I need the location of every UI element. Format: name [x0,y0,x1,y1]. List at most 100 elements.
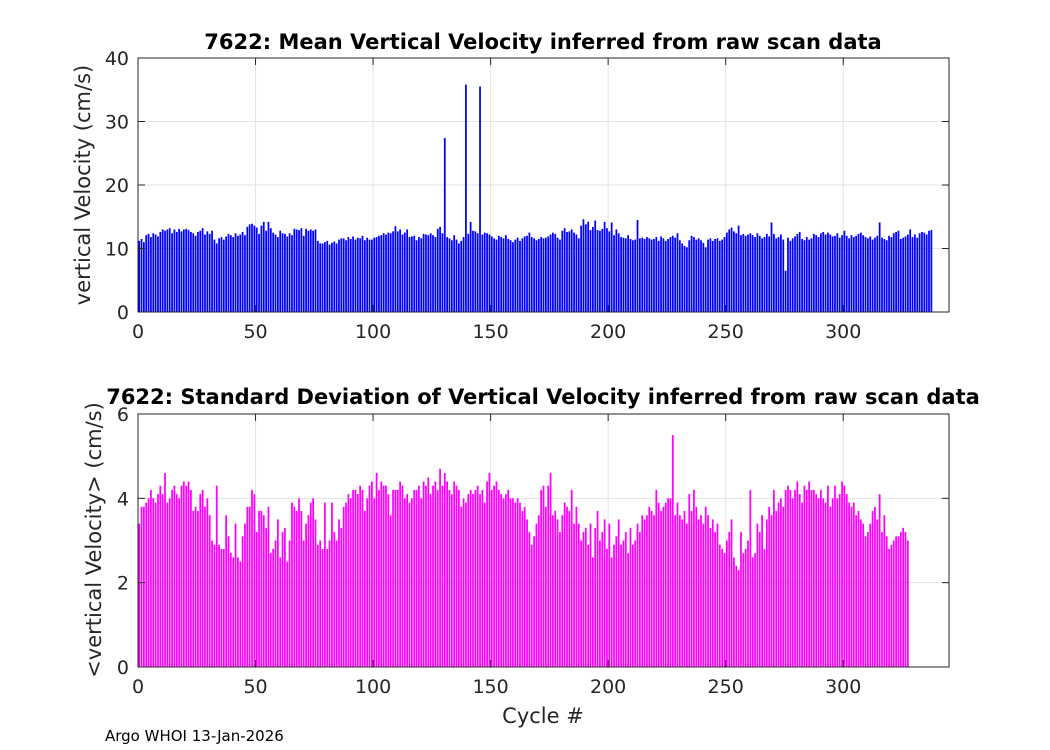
bar [914,234,916,312]
bar [789,489,792,667]
bar [401,234,404,312]
bar [580,540,582,667]
bar [591,226,594,312]
x-tick-label: 0 [132,321,144,343]
x-tick-label: 100 [355,676,391,698]
bar [375,237,378,312]
bar [714,532,716,667]
bar [300,228,303,312]
y-tick-label: 4 [117,488,129,510]
bar [145,235,148,312]
bar [608,231,611,312]
bar [756,233,759,312]
bar [335,540,338,667]
bar [319,243,322,312]
bar [810,489,813,667]
bar [876,519,879,667]
bar [723,553,726,667]
bar [606,548,608,667]
bar [584,527,587,667]
bar [481,489,484,667]
bar [662,238,665,312]
bar [791,498,794,667]
bar [222,239,225,312]
bar [168,228,171,312]
bar [429,233,432,312]
bar [683,510,686,667]
bar [530,544,533,667]
bar [702,523,705,667]
bar [486,481,488,667]
bar [276,519,279,667]
bar [408,502,411,667]
bar [460,240,463,312]
bar [211,540,213,667]
bar [852,502,855,667]
bar [331,242,333,312]
bar [180,231,183,312]
bar [239,234,242,312]
bar [324,502,326,667]
bar [678,515,681,667]
bar [765,233,768,312]
bar [561,230,564,312]
bar [547,485,550,667]
bar [587,544,590,667]
x-tick-label: 50 [243,321,267,343]
bar [192,233,195,312]
bar [260,225,263,312]
bar [740,532,742,667]
x-axis-label: Cycle # [502,704,584,728]
bar [850,506,853,667]
bar [749,233,752,312]
bar [906,540,909,667]
y-tick-label: 0 [117,302,129,324]
bar [166,229,169,312]
bar [563,502,566,667]
bar [610,557,613,667]
bar [152,498,155,667]
bar [733,231,735,312]
bar [643,238,646,312]
bar [187,481,190,667]
bar [648,238,651,312]
bar [700,515,702,667]
bar [340,527,343,667]
bar [768,506,771,667]
bar [434,237,437,312]
bar [505,235,507,312]
bar [465,502,467,667]
bar [399,229,401,312]
bar [599,230,601,312]
bar [281,532,284,667]
bar [354,239,357,312]
bar [403,498,406,667]
bar [321,548,324,667]
ticks: 0 50 100 150 200 250 300 0 10 20 30 40 [105,48,949,343]
bar [399,481,401,667]
bar [253,225,256,312]
bar [204,506,206,667]
bar [208,233,211,312]
bar [878,494,881,667]
bar [718,544,721,667]
bar [885,240,888,312]
bar [657,240,660,312]
bar [373,237,376,312]
bar [366,237,369,312]
bar [674,515,677,667]
bar [867,532,869,667]
bar [636,523,639,667]
chart-title: 7622: Mean Vertical Velocity inferred fr… [204,30,881,54]
bar [601,532,604,667]
bar [620,544,622,667]
bar [871,239,874,312]
bar [683,245,686,312]
bar [215,243,218,312]
bar [563,228,566,312]
bar [852,237,855,312]
bar [725,232,728,313]
bar [577,238,580,312]
bar [878,222,881,312]
bar [646,515,648,667]
